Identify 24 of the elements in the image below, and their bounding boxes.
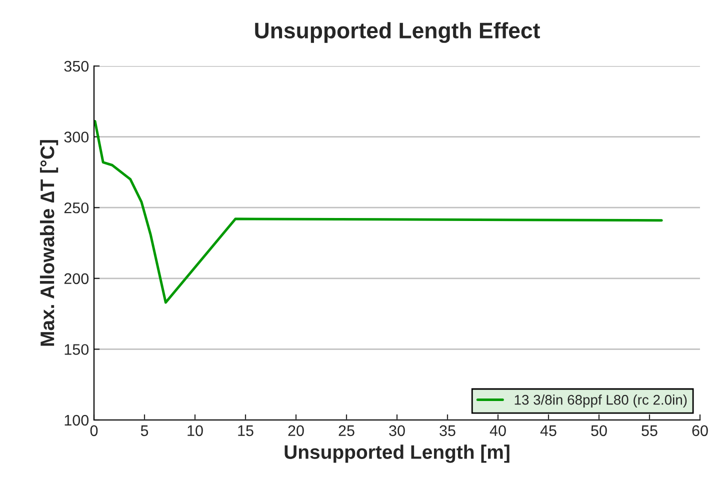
y-tick-label: 100 [64,414,89,426]
x-tick-label: 15 [238,425,254,436]
x-tick-label: 30 [389,425,405,436]
x-tick-label: 50 [591,425,607,436]
x-tick-label: 10 [188,425,203,436]
x-axis-title: Unsupported Length [m] [284,444,510,463]
y-tick-label: 150 [64,344,89,355]
y-tick-label: 200 [64,273,89,284]
y-tick-label: 350 [64,60,89,72]
x-tick-label: 45 [540,425,556,436]
x-tick-label: 55 [642,425,658,436]
y-tick-label: 250 [64,202,89,214]
x-tick-label: 5 [140,425,148,436]
chart-title: Unsupported Length Effect [255,22,540,43]
x-tick-label: 35 [440,425,456,436]
line-series [94,120,663,304]
y-tick-label: 300 [64,132,89,142]
x-tick-label: 40 [490,425,506,436]
legend-label: 13 3/8in 68ppf L80 (rc 2.0in) [514,394,687,408]
x-tick-label: 0 [90,425,98,436]
x-tick-label: 20 [288,425,304,436]
x-tick-label: 60 [692,425,708,436]
x-tick-label: 25 [338,425,354,436]
y-axis-title: Max. Allowable ∆T [°C] [40,140,58,346]
